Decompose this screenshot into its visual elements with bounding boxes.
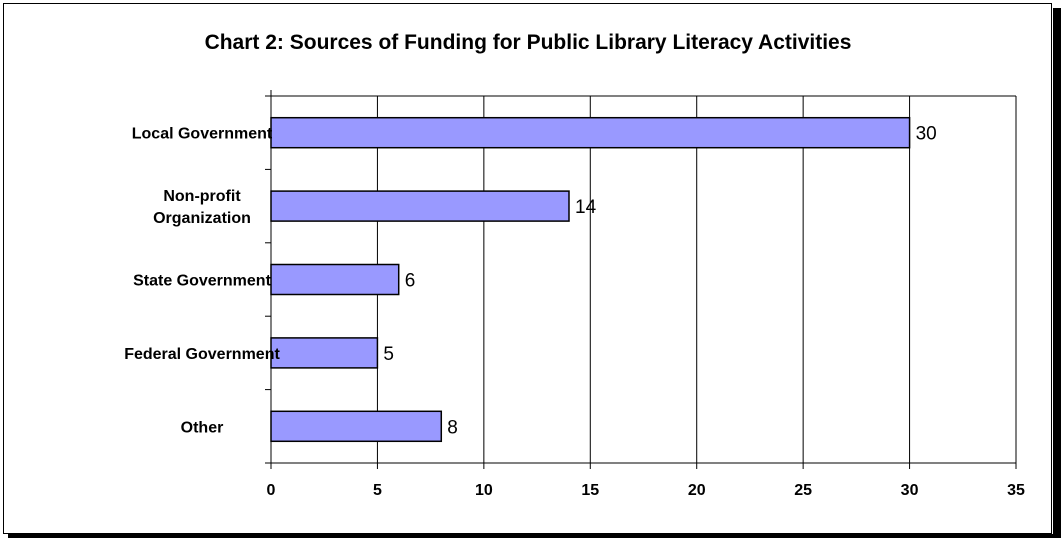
data-label-3: 5 — [383, 344, 394, 365]
bar-4 — [270, 410, 443, 443]
data-labels: 30 14 6 5 8 — [383, 124, 936, 439]
bar-0 — [270, 116, 911, 149]
category-label-1-line-1: Organization — [153, 210, 251, 227]
data-label-1: 14 — [575, 197, 597, 218]
x-tick-label-30: 30 — [901, 482, 919, 499]
category-label-1-line-0: Non-profit — [163, 188, 241, 205]
x-tick-label-35: 35 — [1007, 482, 1025, 499]
frame-shadow-right — [1053, 8, 1061, 536]
category-label-3: Federal Government — [124, 346, 280, 363]
x-tick-label-25: 25 — [794, 482, 812, 499]
x-tick-label-15: 15 — [581, 482, 599, 499]
x-tick-label-5: 5 — [373, 482, 382, 499]
frame-shadow-bottom — [8, 534, 1061, 538]
chart-title: Chart 2: Sources of Funding for Public L… — [205, 31, 852, 54]
bar-2 — [270, 263, 400, 296]
data-label-4: 8 — [447, 417, 458, 438]
data-label-0: 30 — [916, 124, 937, 145]
category-label-2: State Government — [133, 273, 271, 290]
category-label-4: Other — [181, 419, 224, 436]
x-tick-label-20: 20 — [688, 482, 706, 499]
data-label-2: 6 — [405, 271, 416, 292]
chart-frame — [3, 3, 1052, 534]
category-label-0: Local Government — [132, 126, 273, 143]
x-tick-label-0: 0 — [267, 482, 276, 499]
x-tick-label-10: 10 — [475, 482, 493, 499]
bars — [270, 116, 911, 443]
bar-3 — [270, 337, 379, 369]
bar-1 — [270, 190, 570, 222]
category-labels: Local Government Non-profit Organization St… — [124, 126, 280, 437]
x-tick-labels: 0 5 10 15 20 25 30 35 — [267, 482, 1025, 499]
